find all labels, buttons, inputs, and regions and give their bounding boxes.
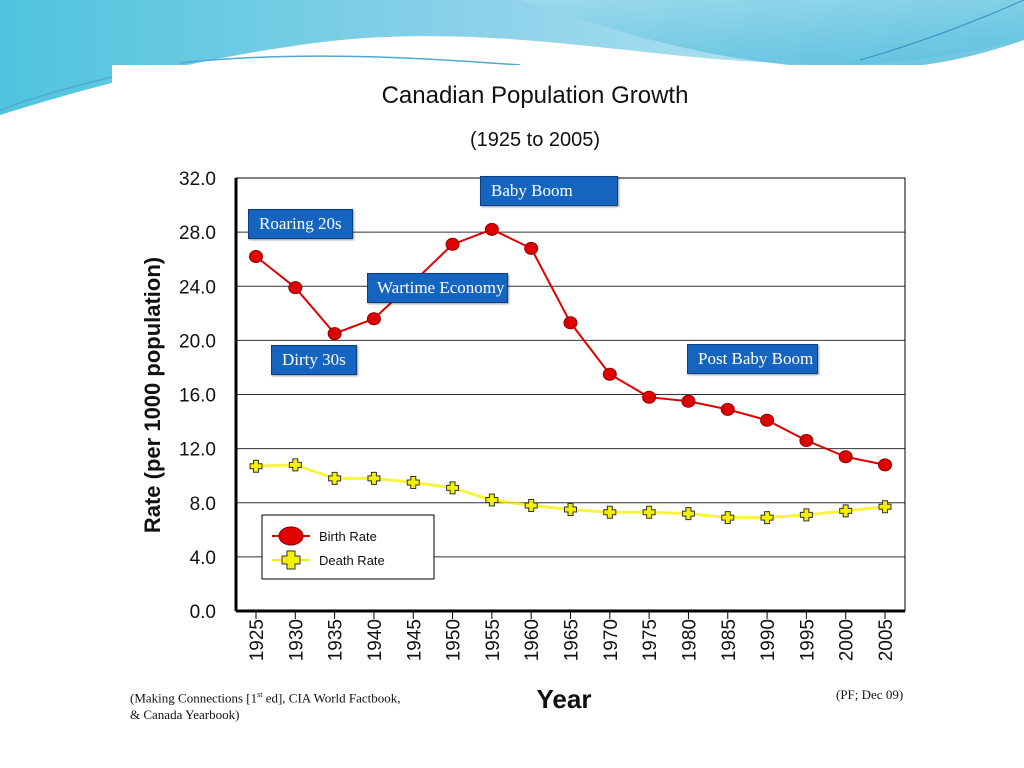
legend-birth-marker — [278, 526, 304, 546]
y-tick-label: 8.0 — [190, 494, 216, 515]
birth-rate-point — [366, 312, 381, 326]
x-tick-label: 1975 — [640, 619, 661, 661]
death-rate-point — [485, 493, 499, 507]
x-axis-ticks: 1925 1930 1935 1940 1945 1950 1955 1960 1965 1970… — [247, 611, 897, 661]
death-rate-point — [799, 508, 813, 522]
y-tick-label: 0.0 — [190, 602, 216, 623]
birth-rate-point — [681, 394, 696, 408]
death-rate-point — [288, 458, 302, 472]
x-tick-label: 1980 — [679, 619, 700, 661]
x-tick-label: 1935 — [326, 619, 347, 661]
death-rate-point — [446, 481, 460, 495]
chart-title: Canadian Population Growth — [382, 82, 689, 109]
birth-rate-point — [878, 458, 892, 472]
birth-rate-point — [445, 237, 460, 251]
x-tick-label: 2000 — [837, 619, 858, 661]
x-tick-label: 1940 — [365, 619, 386, 661]
birth-rate-point — [563, 316, 578, 330]
death-rate-point — [524, 498, 538, 512]
annotation-post-baby-boom: Post Baby Boom — [687, 344, 819, 374]
death-rate-point — [878, 500, 892, 514]
x-axis-label: Year — [537, 684, 592, 714]
y-tick-label: 20.0 — [179, 331, 216, 352]
y-tick-label: 28.0 — [179, 223, 216, 244]
annotation-roaring-20s: Roaring 20s — [248, 209, 353, 239]
x-tick-label: 1955 — [483, 619, 504, 661]
death-rate-point — [249, 459, 263, 473]
series-group — [249, 222, 892, 525]
y-tick-label: 12.0 — [179, 440, 216, 461]
death-rate-point — [564, 503, 577, 517]
legend-birth-label: Birth Rate — [319, 529, 377, 544]
source-line1-pre: (Making Connections [1 — [130, 690, 258, 706]
birth-rate-point — [760, 413, 775, 427]
x-tick-label: 1985 — [719, 619, 740, 661]
y-tick-label: 32.0 — [179, 169, 216, 190]
death-rate-point — [721, 511, 735, 525]
annotation-baby-boom: Baby Boom — [480, 176, 618, 206]
y-axis-label: Rate (per 1000 population) — [140, 257, 165, 533]
birth-rate-point — [838, 450, 853, 464]
birth-rate-point — [288, 281, 303, 295]
birth-rate-point — [484, 222, 499, 236]
y-tick-label: 16.0 — [179, 386, 216, 407]
death-rate-point — [328, 471, 342, 485]
annotation-wartime-economy: Wartime Economy — [367, 273, 508, 303]
death-rate-point — [839, 504, 853, 518]
x-tick-label: 1925 — [247, 619, 268, 661]
source-line1-post: ed], CIA World Factbook, — [262, 690, 401, 706]
death-rate-point — [681, 507, 695, 521]
x-tick-label: 2005 — [876, 619, 897, 661]
source-citation: (Making Connections [1st ed], CIA World … — [130, 686, 401, 723]
source-line2: & Canada Yearbook) — [130, 707, 240, 723]
death-rate-point — [642, 505, 656, 519]
birth-rate-point — [799, 434, 814, 448]
y-axis-ticks: 0.0 4.0 8.0 12.0 16.0 20.0 24.0 28.0 32.0 — [179, 169, 216, 623]
source-superscript: st — [257, 690, 263, 699]
x-tick-label: 1995 — [797, 619, 818, 661]
grid-lines — [236, 231, 905, 558]
y-tick-label: 24.0 — [179, 277, 216, 298]
x-tick-label: 1945 — [404, 619, 425, 661]
x-tick-label: 1930 — [286, 619, 307, 661]
x-tick-label: 1965 — [562, 619, 583, 661]
legend: Birth Rate Death Rate — [261, 514, 435, 580]
legend-death-marker — [281, 550, 301, 570]
author-credit: (PF; Dec 09) — [836, 687, 904, 702]
x-tick-label: 1950 — [444, 619, 465, 661]
chart-subtitle: (1925 to 2005) — [470, 129, 600, 151]
birth-rate-point — [642, 390, 657, 404]
death-rate-point — [760, 511, 774, 525]
birth-rate-point — [524, 241, 539, 255]
annotation-dirty-30s: Dirty 30s — [271, 345, 357, 375]
death-rate-point — [367, 471, 381, 485]
x-tick-label: 1960 — [522, 619, 543, 661]
birth-rate-point — [327, 327, 342, 341]
y-tick-label: 4.0 — [190, 548, 216, 569]
x-tick-label: 1970 — [601, 619, 622, 661]
legend-death-label: Death Rate — [319, 553, 385, 568]
x-tick-label: 1990 — [758, 619, 779, 661]
birth-rate-point — [602, 367, 617, 381]
death-rate-point — [603, 505, 617, 519]
death-rate-point — [406, 475, 420, 489]
birth-rate-point — [249, 249, 263, 263]
birth-rate-point — [720, 402, 735, 416]
